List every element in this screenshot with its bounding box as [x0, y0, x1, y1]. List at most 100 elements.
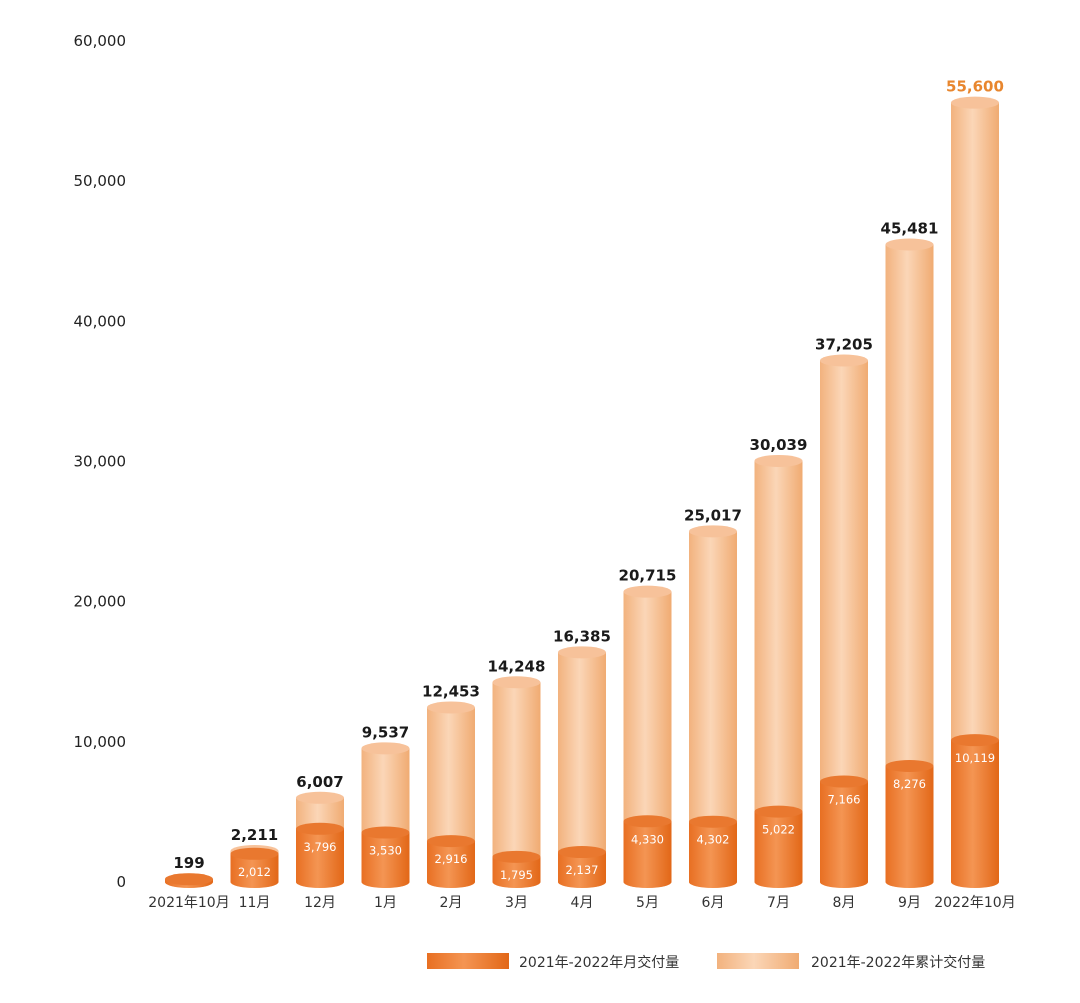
- monthly-value-label: 5,022: [762, 823, 795, 837]
- y-tick-label: 60,000: [74, 32, 127, 50]
- cumulative-bar-top: [296, 791, 344, 804]
- cumulative-value-label: 45,481: [881, 220, 939, 238]
- cumulative-bar-body: [754, 460, 803, 888]
- x-tick-label: 2022年10月: [934, 895, 1015, 911]
- cumulative-bar: [492, 676, 541, 888]
- monthly-bar-top: [885, 759, 934, 772]
- monthly-bar-top: [165, 873, 213, 886]
- monthly-bar-top: [427, 835, 475, 848]
- cumulative-bar-body: [885, 244, 934, 888]
- monthly-bar: [296, 822, 344, 888]
- monthly-value-label: 4,330: [631, 832, 664, 846]
- monthly-bar: [558, 846, 606, 888]
- cumulative-bar-top: [754, 454, 803, 467]
- cumulative-bar: [558, 646, 606, 888]
- x-tick-label: 4月: [571, 895, 594, 911]
- cumulative-bar-body: [492, 682, 541, 888]
- monthly-value-label: 2,137: [566, 863, 599, 877]
- legend: 2021年-2022年月交付量 2021年-2022年累计交付量: [427, 953, 985, 971]
- y-tick-label: 0: [116, 873, 126, 891]
- bars: 199 2,012 2,211 3,796 6,007 3,530 9,537 2,916 12…: [165, 78, 1004, 889]
- monthly-bar-top: [492, 850, 541, 863]
- monthly-value-label: 8,276: [893, 777, 926, 791]
- monthly-bar: [623, 815, 672, 888]
- monthly-bar-body: [230, 853, 279, 888]
- cumulative-bar-body: [820, 360, 868, 889]
- monthly-bar-top: [689, 815, 737, 828]
- cumulative-value-label: 9,537: [362, 723, 409, 741]
- x-tick-label: 1月: [374, 895, 397, 911]
- monthly-bar-body: [558, 852, 606, 888]
- cumulative-bar-top: [361, 742, 410, 755]
- y-tick-label: 20,000: [74, 593, 127, 611]
- y-tick-label: 30,000: [74, 453, 127, 471]
- x-tick-label: 8月: [833, 895, 856, 911]
- monthly-bar-body: [492, 856, 541, 888]
- cumulative-value-label: 20,715: [619, 567, 677, 585]
- y-tick-label: 50,000: [74, 172, 127, 190]
- legend-label-monthly: 2021年-2022年月交付量: [519, 954, 679, 971]
- monthly-value-label: 4,302: [697, 833, 730, 847]
- y-axis: 0 10,000 20,000 30,000 40,000 50,000 60,000: [74, 32, 127, 891]
- x-tick-label: 9月: [898, 895, 921, 911]
- monthly-value-label: 3,796: [304, 840, 337, 854]
- x-tick-label: 11月: [239, 895, 271, 911]
- monthly-bar-body: [754, 811, 803, 888]
- cumulative-bar-top: [885, 238, 934, 251]
- x-tick-label: 12月: [304, 895, 336, 911]
- y-tick-label: 40,000: [74, 312, 127, 330]
- monthly-bar: [951, 734, 999, 888]
- legend-swatch-cumulative: [717, 953, 799, 969]
- x-tick-label: 7月: [767, 895, 790, 911]
- monthly-bar-top: [230, 847, 279, 860]
- legend-swatch-monthly: [427, 953, 509, 969]
- monthly-bar-body: [361, 832, 410, 888]
- monthly-value-label: 10,119: [955, 751, 995, 765]
- monthly-bar-body: [427, 841, 475, 888]
- cumulative-value-label: 25,017: [684, 506, 742, 524]
- monthly-bar: [689, 815, 737, 888]
- monthly-bar: [754, 805, 803, 888]
- cumulative-value-label: 30,039: [750, 436, 808, 454]
- cumulative-value-label: 14,248: [488, 657, 546, 675]
- cumulative-value-label: 12,453: [422, 682, 480, 700]
- monthly-bar: [492, 850, 541, 888]
- cumulative-bar: [951, 96, 999, 888]
- monthly-bar-body: [623, 821, 672, 888]
- cumulative-bar-top: [951, 96, 999, 109]
- x-tick-label: 6月: [702, 895, 725, 911]
- cumulative-bar: [689, 525, 737, 888]
- x-tick-label: 5月: [636, 895, 659, 911]
- cumulative-bar-top: [689, 525, 737, 538]
- cumulative-bar: [623, 585, 672, 888]
- cumulative-bar-top: [820, 354, 868, 367]
- cumulative-bar-top: [623, 585, 672, 598]
- cumulative-bar-top: [492, 676, 541, 689]
- cumulative-value-label: 6,007: [296, 773, 343, 791]
- monthly-bar-top: [951, 734, 999, 747]
- cumulative-bar-top: [558, 646, 606, 659]
- monthly-bar-body: [885, 765, 934, 888]
- cumulative-bar-body: [951, 102, 999, 888]
- monthly-bar-body: [689, 821, 737, 888]
- monthly-bar-body: [820, 781, 868, 888]
- monthly-bar: [165, 873, 213, 888]
- legend-label-cumulative: 2021年-2022年累计交付量: [811, 954, 985, 971]
- monthly-value-label: 3,530: [369, 844, 402, 858]
- monthly-bar: [361, 826, 410, 888]
- monthly-bar: [427, 835, 475, 888]
- monthly-bar-top: [558, 846, 606, 859]
- monthly-bar-body: [296, 828, 344, 888]
- monthly-bar-top: [754, 805, 803, 818]
- cumulative-bar-body: [689, 531, 737, 888]
- x-axis: 2021年10月 11月 12月 1月 2月 3月 4月 5月 6月 7月 8月 9月 2022年10月: [148, 895, 1015, 911]
- monthly-value-label: 2,916: [435, 852, 468, 866]
- monthly-bar-top: [820, 775, 868, 788]
- x-tick-label: 3月: [505, 895, 528, 911]
- cumulative-value-label: 2,211: [231, 826, 278, 844]
- cumulative-value-label: 55,600: [946, 78, 1004, 96]
- monthly-value-label: 1,795: [500, 868, 533, 882]
- x-tick-label: 2月: [440, 895, 463, 911]
- cumulative-value-label: 37,205: [815, 336, 873, 354]
